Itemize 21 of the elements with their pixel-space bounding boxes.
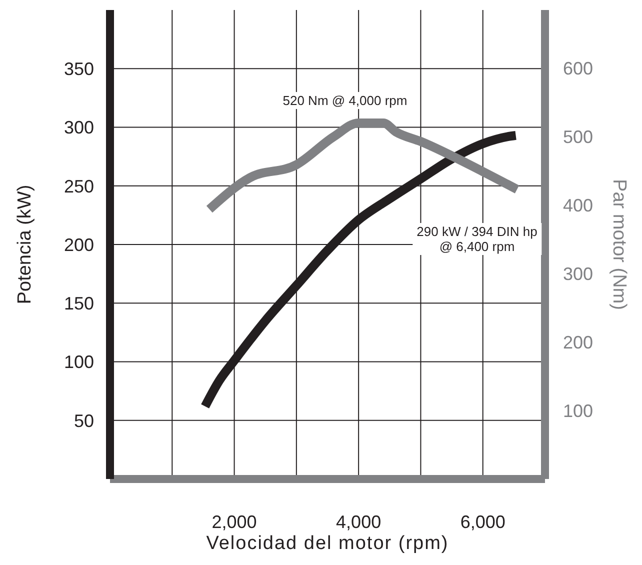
x-tick-label: 2,000	[212, 512, 257, 532]
annotation: 520 Nm @ 4,000 rpm	[282, 93, 408, 108]
y2-tick-label: 200	[563, 332, 594, 352]
y-tick-label: 250	[64, 176, 94, 196]
y-tick-label: 150	[64, 294, 94, 314]
y2-tick-label: 300	[563, 264, 594, 284]
y-tick-label: 350	[64, 59, 94, 80]
y-tick-label: 50	[74, 410, 94, 431]
y2-tick-label: 400	[563, 196, 594, 216]
y-axis-title: Potencia (kW)	[14, 184, 36, 304]
x-tick-label: 4,000	[336, 512, 382, 532]
y2-tick-label: 500	[563, 127, 594, 148]
y-tick-label: 100	[64, 352, 94, 372]
y-tick-label: 200	[64, 234, 94, 255]
y2-axis-title: Par motor (Nm)	[608, 179, 630, 310]
x-axis-title: Velocidad del motor (rpm)	[206, 533, 449, 554]
y2-tick-label: 600	[563, 58, 594, 79]
annotation: 290 kW / 394 DIN hp @ 6,400 rpm	[416, 224, 538, 254]
x-tick-label: 6,000	[460, 512, 506, 532]
y-tick-label: 300	[64, 118, 94, 138]
y2-tick-label: 100	[563, 400, 594, 421]
